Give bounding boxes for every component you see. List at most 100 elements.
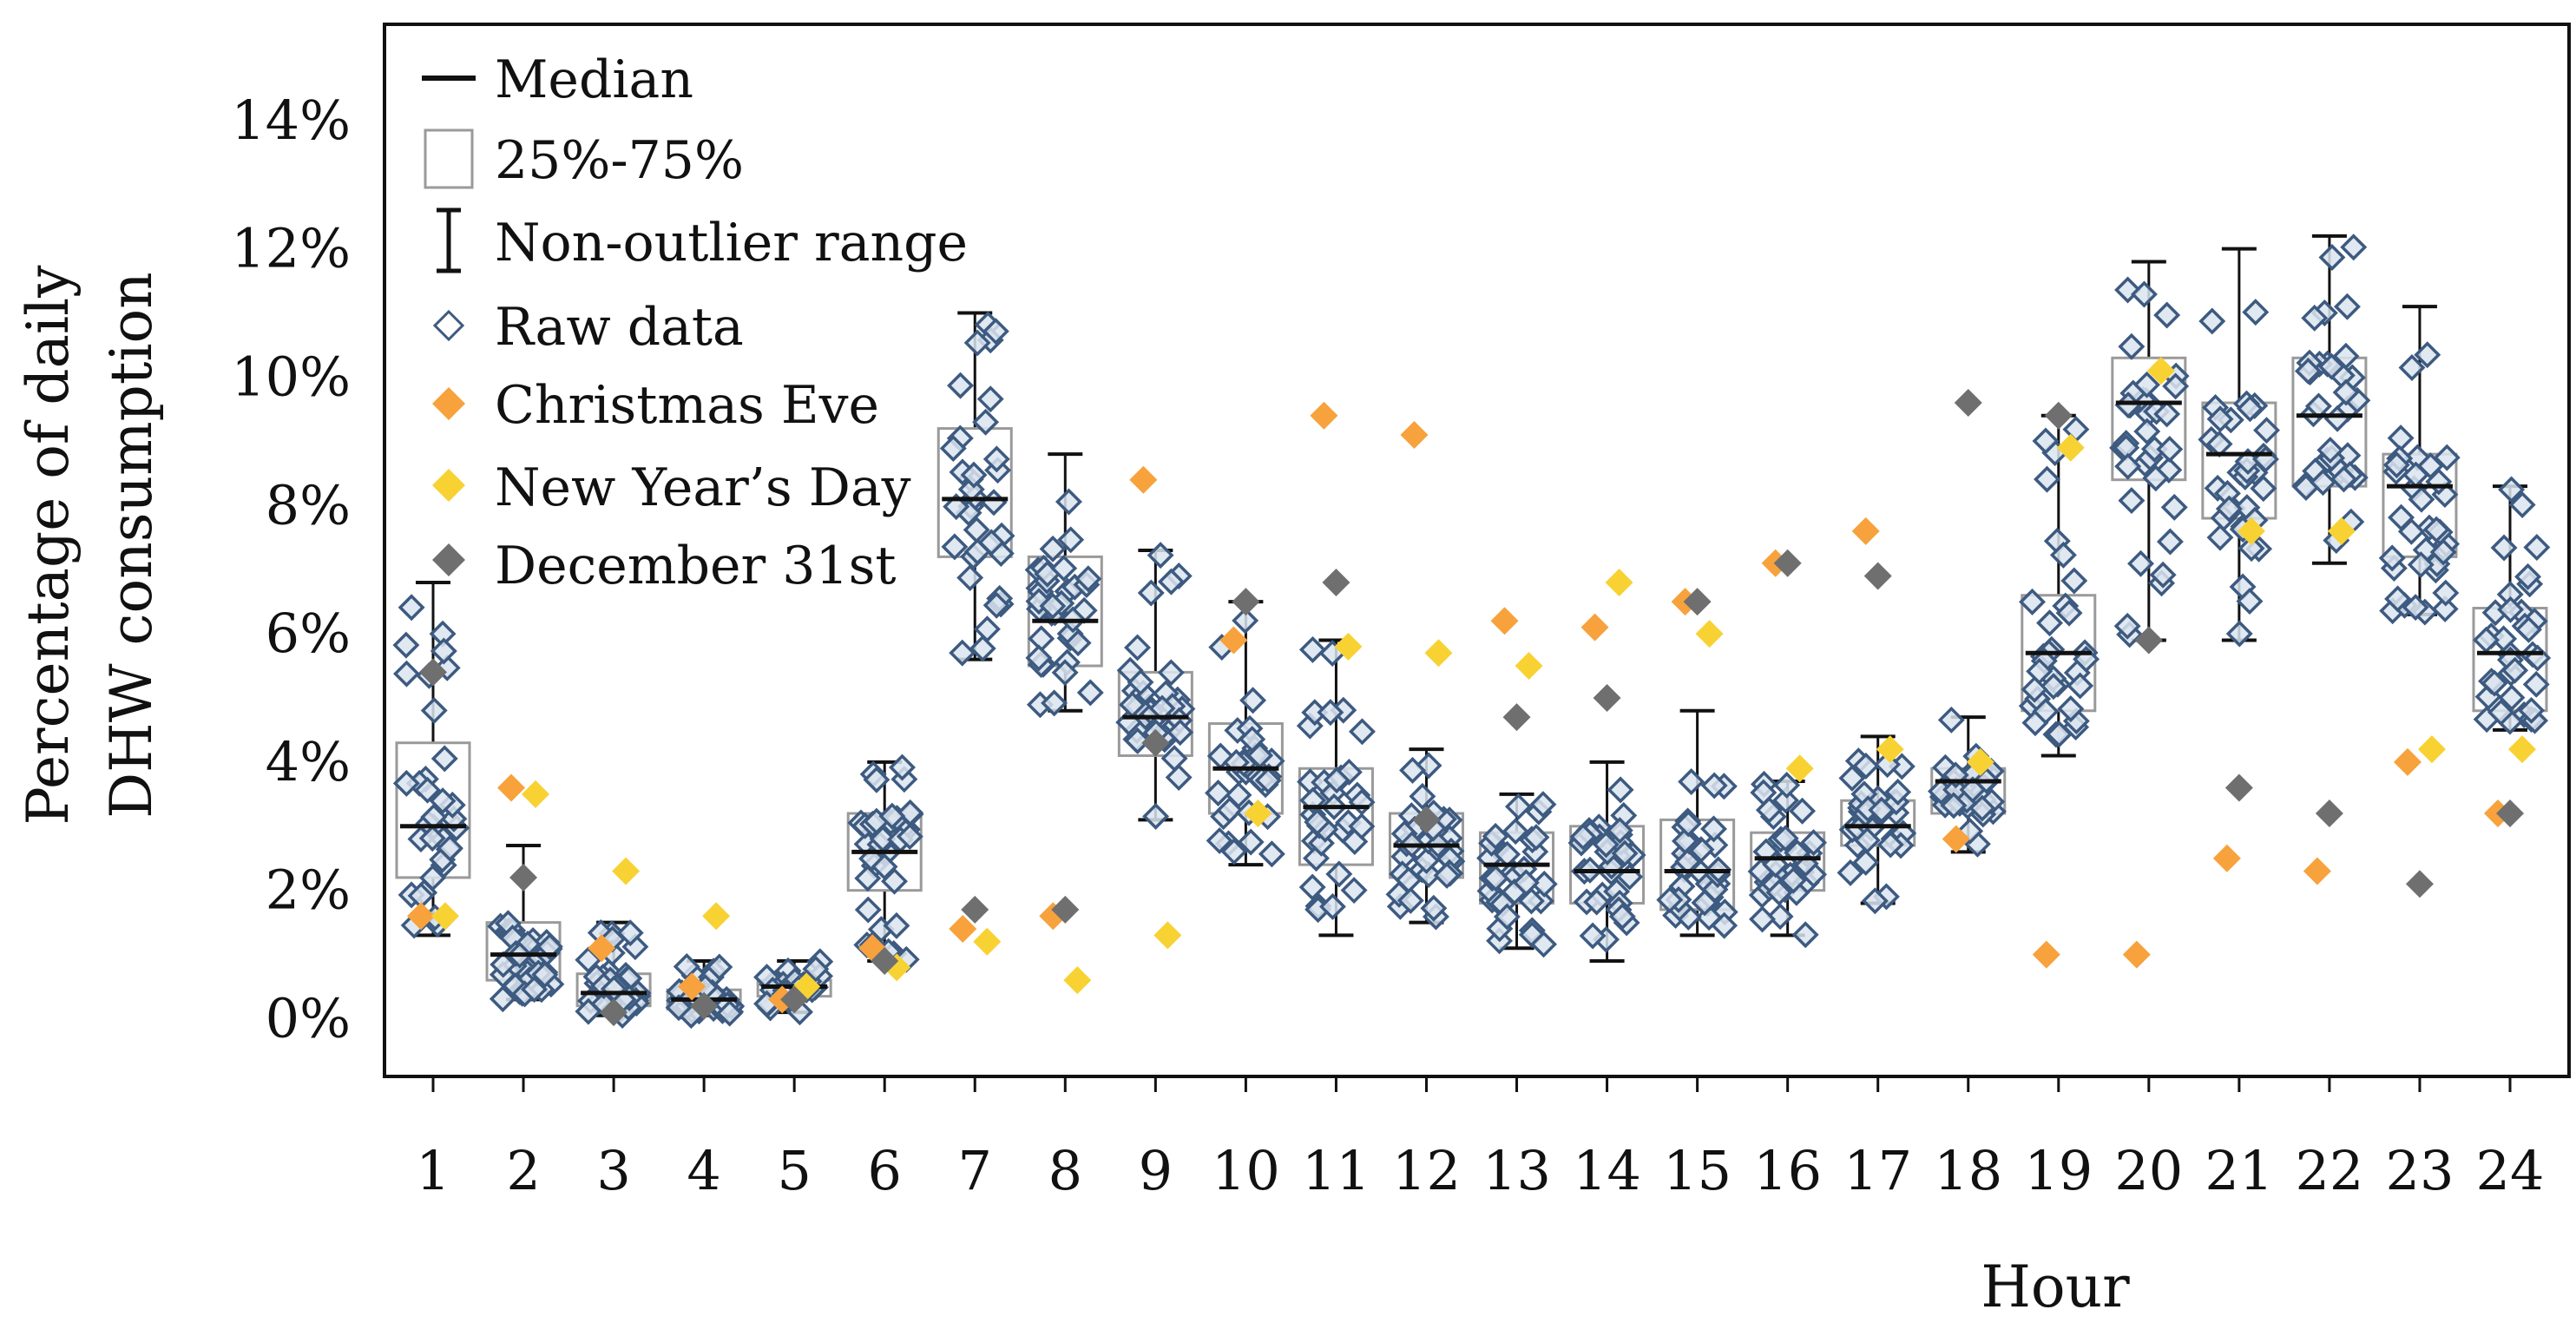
raw-data-point xyxy=(1239,687,1267,714)
raw-data-point xyxy=(1674,810,1702,838)
raw-data-point xyxy=(896,823,923,851)
raw-data-point xyxy=(1348,813,1376,840)
x-tick-label: 18 xyxy=(1934,1139,2002,1202)
raw-data-point xyxy=(1050,555,1078,582)
raw-data-point xyxy=(2481,669,2508,697)
raw-data-point xyxy=(2332,378,2360,406)
raw-data-point xyxy=(1166,719,1194,747)
raw-data-point xyxy=(802,955,830,983)
raw-data-point xyxy=(2490,534,2518,562)
raw-data-point xyxy=(1771,786,1799,814)
raw-data-point xyxy=(1412,846,1440,874)
raw-data-point xyxy=(1482,822,1509,850)
raw-data-point xyxy=(1837,859,1864,886)
raw-data-point xyxy=(1420,894,1448,922)
raw-data-point xyxy=(1608,903,1636,931)
raw-data-point xyxy=(889,754,916,781)
raw-data-point xyxy=(1041,689,1068,717)
new-years-day-point xyxy=(1966,747,1994,776)
december-31-point xyxy=(1773,549,1802,577)
y-tick-label: 10% xyxy=(231,345,351,408)
legend-dec31-label: December 31st xyxy=(495,536,897,596)
raw-data-point xyxy=(1671,827,1699,855)
raw-data-point xyxy=(1237,828,1265,856)
raw-data-point xyxy=(2382,451,2410,479)
raw-data-point xyxy=(1502,818,1529,846)
december-31-point xyxy=(1141,728,1170,757)
raw-data-point xyxy=(2490,625,2518,653)
raw-data-point xyxy=(2127,550,2154,577)
raw-data-point xyxy=(1852,848,1880,876)
raw-data-point xyxy=(1147,542,1174,569)
christmas-eve-point xyxy=(2122,940,2151,969)
christmas-eve-point xyxy=(1851,517,1880,545)
christmas-eve-point xyxy=(1490,607,1519,635)
raw-data-point xyxy=(1220,838,1248,865)
new-years-day-point xyxy=(973,927,1002,956)
x-tick-label: 9 xyxy=(1139,1139,1173,1202)
raw-data-point xyxy=(2340,234,2368,261)
x-tick-label: 10 xyxy=(1212,1139,1280,1202)
christmas-eve-point xyxy=(497,773,526,802)
raw-data-point xyxy=(972,408,1000,436)
legend-christmas-label: Christmas Eve xyxy=(495,375,879,436)
legend-raw-marker xyxy=(432,309,465,342)
raw-data-point xyxy=(2508,491,2536,519)
raw-data-point xyxy=(2206,523,2234,551)
new-years-day-point xyxy=(1515,652,1543,681)
raw-data-point xyxy=(976,385,1004,413)
raw-data-point xyxy=(2032,697,2060,725)
legend-dec31-marker xyxy=(432,543,465,576)
raw-data-point xyxy=(2253,417,2280,444)
raw-data-point xyxy=(2133,418,2161,445)
x-tick-label: 11 xyxy=(1302,1139,1370,1202)
raw-data-point xyxy=(1800,829,1827,857)
raw-data-point xyxy=(1711,912,1738,939)
raw-data-point xyxy=(398,594,425,622)
raw-data-point xyxy=(2046,721,2073,748)
raw-data-point xyxy=(2318,244,2346,271)
raw-data-point xyxy=(1039,535,1067,563)
december-31-point xyxy=(1051,895,1080,924)
raw-data-point xyxy=(2162,372,2190,400)
y-axis-title-line-2: DHW consumption xyxy=(98,272,165,819)
y-tick-label: 12% xyxy=(231,217,351,280)
raw-data-point xyxy=(1968,794,1996,822)
x-tick-label: 1 xyxy=(416,1139,450,1202)
new-years-day-point xyxy=(1695,620,1724,648)
raw-data-point xyxy=(2316,437,2344,464)
raw-data-point xyxy=(2149,561,2177,589)
raw-data-point xyxy=(2215,495,2243,523)
new-years-day-point xyxy=(2146,357,2175,385)
raw-data-point xyxy=(1340,877,1368,905)
raw-data-point xyxy=(2398,354,2426,381)
raw-data-point xyxy=(854,865,882,892)
raw-data-point xyxy=(1225,781,1252,809)
raw-data-point xyxy=(521,976,549,1004)
raw-data-point xyxy=(941,533,969,561)
raw-data-point xyxy=(1148,694,1176,722)
raw-data-point xyxy=(2433,444,2461,471)
raw-data-point xyxy=(2378,544,2406,572)
raw-data-point xyxy=(1791,921,1819,949)
december-31-point xyxy=(1502,703,1531,732)
raw-data-point xyxy=(854,896,882,924)
raw-data-point xyxy=(1611,839,1639,867)
raw-data-point xyxy=(1409,782,1436,810)
raw-data-point xyxy=(2238,535,2265,563)
raw-data-point xyxy=(1765,879,1793,906)
new-years-day-point xyxy=(2417,735,2446,764)
raw-data-point xyxy=(2067,672,2094,700)
raw-data-point xyxy=(982,591,1010,619)
raw-data-point xyxy=(1304,808,1331,836)
raw-data-point xyxy=(1853,826,1881,854)
raw-data-point xyxy=(2156,436,2184,464)
raw-data-point xyxy=(890,766,918,793)
raw-data-point xyxy=(2019,588,2046,615)
raw-data-point xyxy=(418,825,446,852)
raw-data-point xyxy=(2034,465,2060,493)
christmas-eve-point xyxy=(678,972,706,1001)
raw-data-point xyxy=(1530,931,1557,958)
christmas-eve-point xyxy=(588,934,616,963)
raw-data-point xyxy=(2514,615,2542,643)
